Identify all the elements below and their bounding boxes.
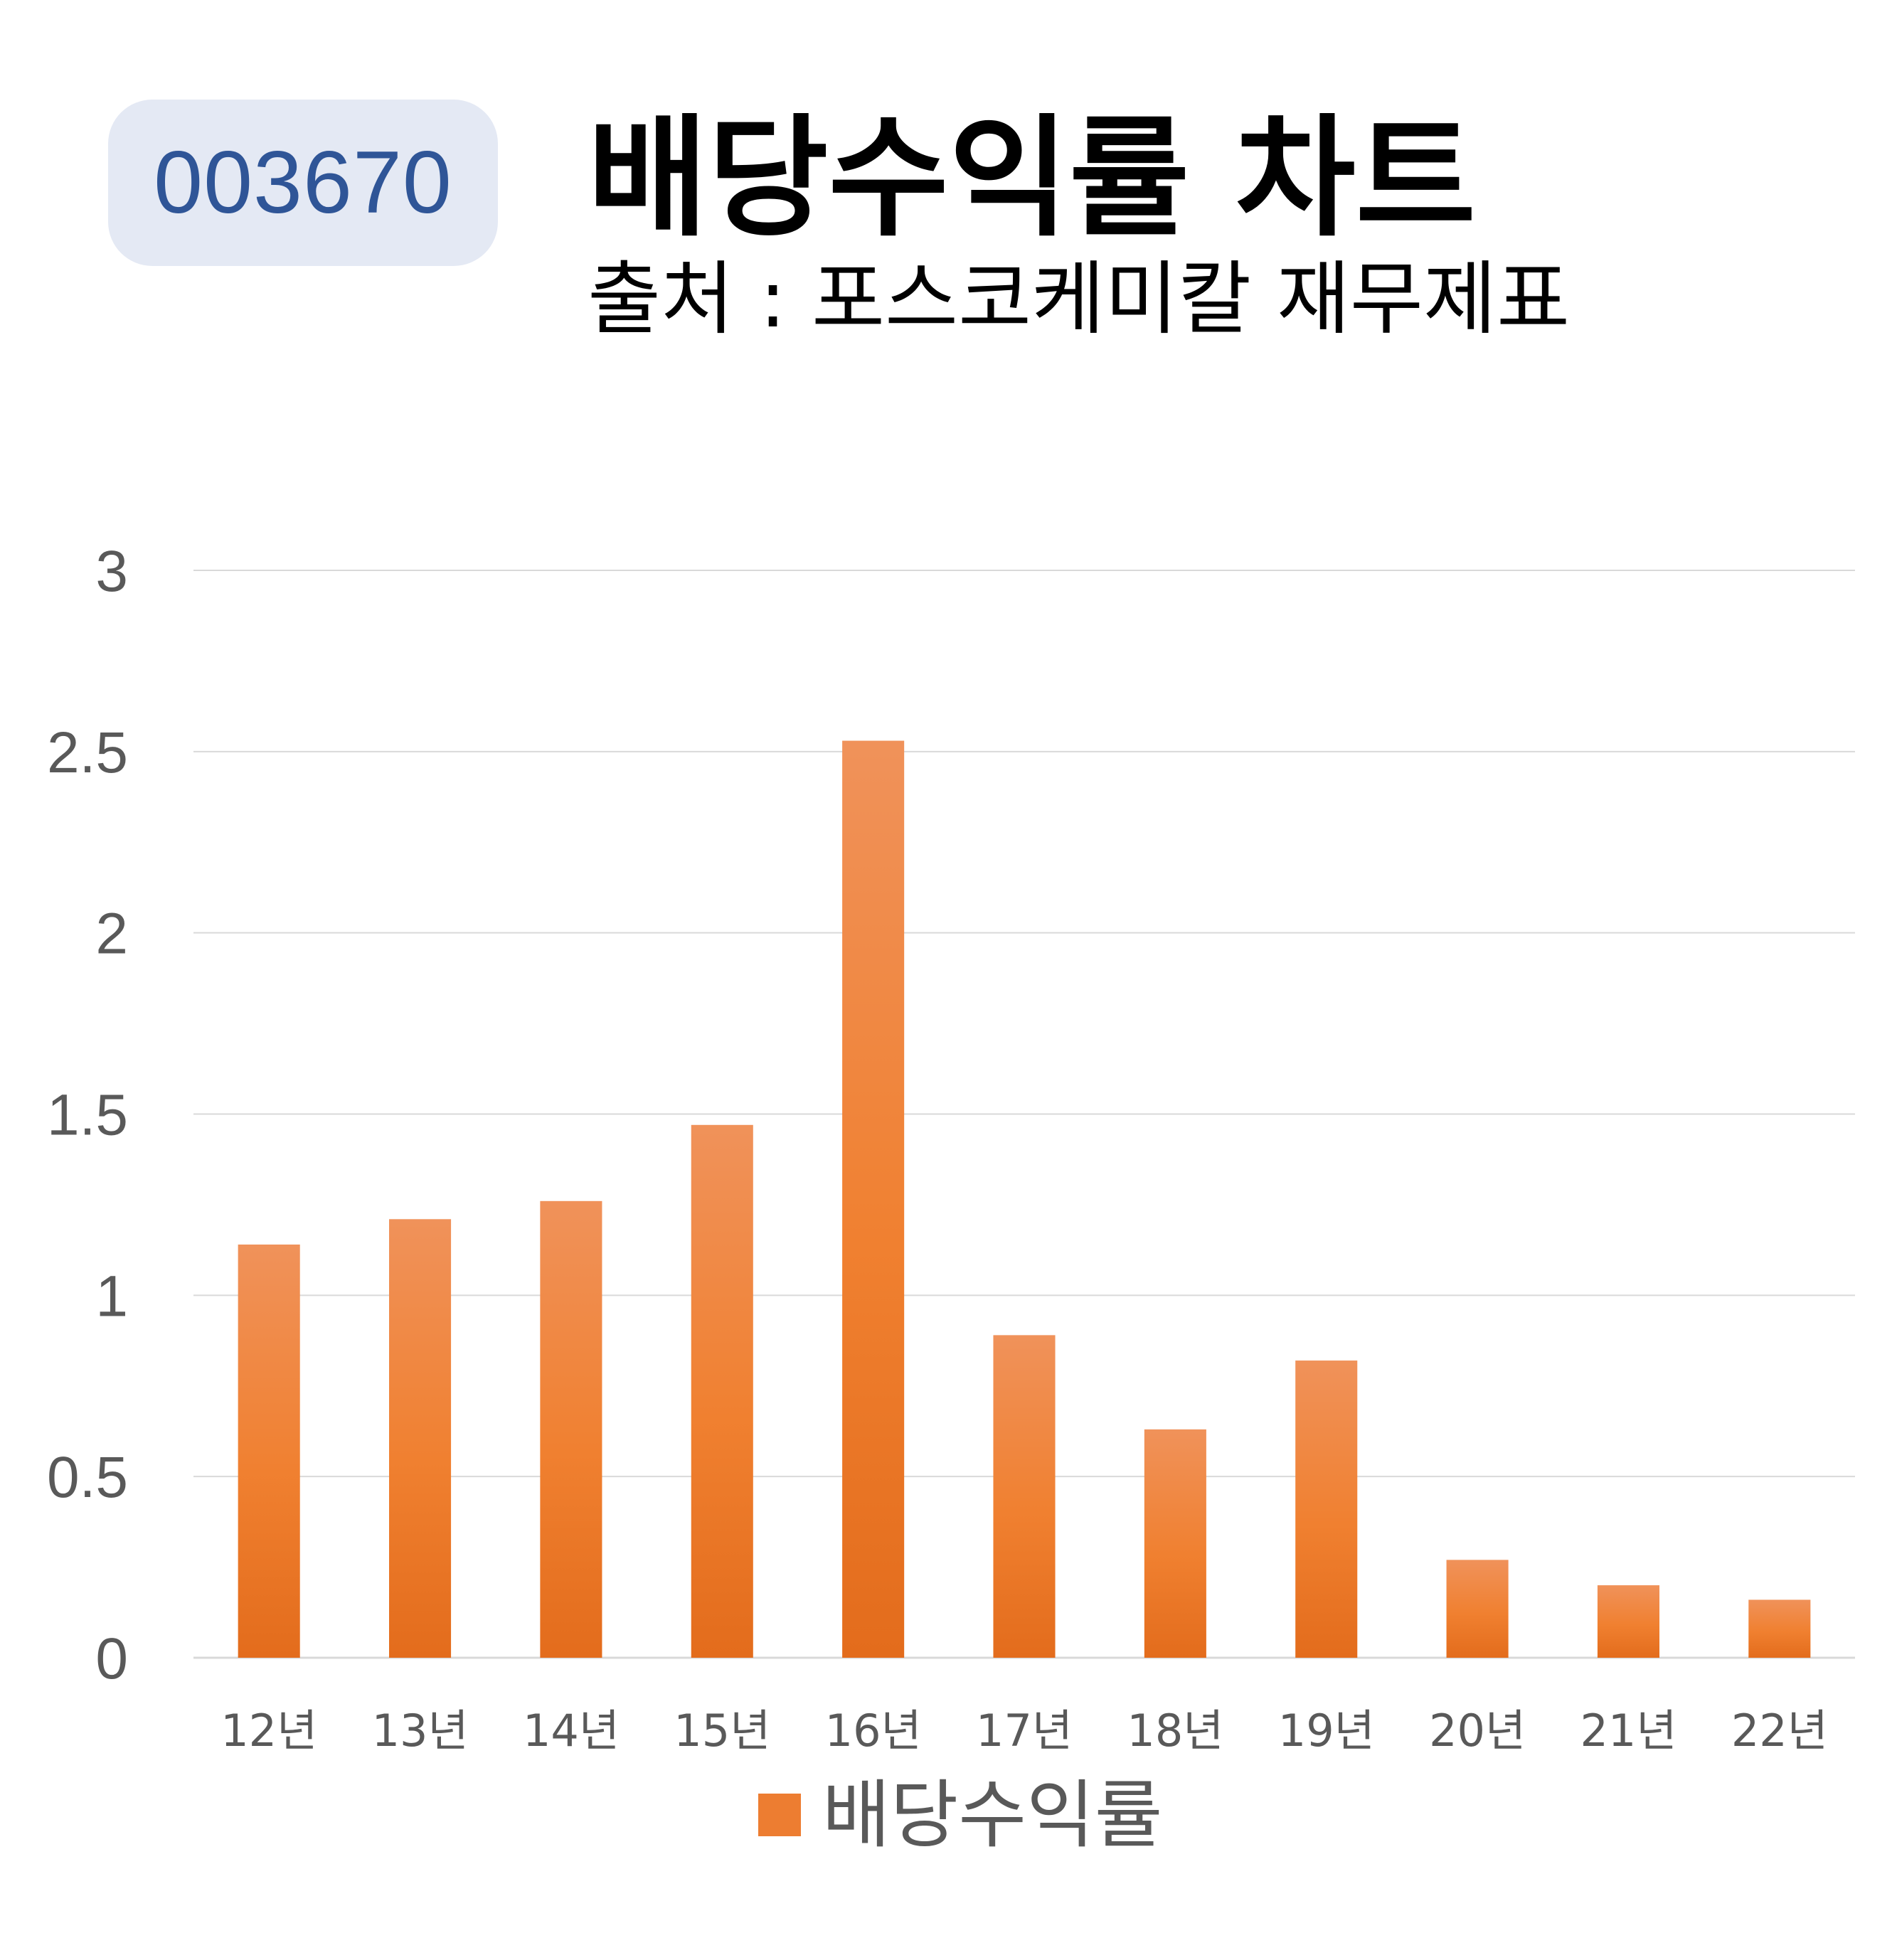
- bar: [540, 1200, 602, 1658]
- legend: 배당수익률: [758, 1778, 1162, 1852]
- legend-swatch: [758, 1794, 801, 1836]
- chart-subtitle: 출처 : 포스코케미칼 재무제표: [588, 253, 1571, 346]
- x-tick-label: 14년: [523, 1705, 620, 1757]
- y-axis-ticks: 0 0.5 1 1.5 2 2.5 3: [47, 539, 128, 1691]
- y-tick-label: 2.5: [47, 720, 128, 785]
- x-tick-label: 13년: [372, 1705, 469, 1757]
- y-tick-label: 1: [95, 1264, 128, 1328]
- bar: [238, 1244, 300, 1658]
- bar: [993, 1335, 1056, 1658]
- bar: [842, 740, 905, 1658]
- y-tick-label: 0: [95, 1626, 128, 1691]
- y-tick-label: 1.5: [47, 1083, 128, 1148]
- x-tick-label: 20년: [1429, 1705, 1526, 1757]
- bar: [389, 1219, 452, 1658]
- x-tick-label: 19년: [1278, 1705, 1375, 1757]
- x-tick-label: 22년: [1731, 1705, 1828, 1757]
- x-tick-label: 17년: [976, 1705, 1073, 1757]
- bar: [1295, 1360, 1358, 1658]
- y-tick-label: 3: [95, 539, 128, 604]
- stock-code: 003670: [154, 134, 452, 232]
- x-tick-label: 15년: [674, 1705, 770, 1757]
- y-tick-label: 2: [95, 902, 128, 966]
- bar: [1144, 1429, 1206, 1658]
- x-axis-ticks: 12년 13년 14년 15년 16년 17년 18년 19년 20년 21년 22년: [220, 1705, 1828, 1757]
- y-tick-label: 0.5: [47, 1445, 128, 1510]
- x-tick-label: 18년: [1127, 1705, 1223, 1757]
- x-tick-label: 21년: [1580, 1705, 1677, 1757]
- chart-title: 배당수익률 차트: [588, 102, 1477, 255]
- x-tick-label: 16년: [825, 1705, 922, 1757]
- x-tick-label: 12년: [220, 1705, 317, 1757]
- legend-label: 배당수익률: [822, 1772, 1163, 1858]
- bars: [238, 740, 1811, 1658]
- bar: [691, 1124, 753, 1658]
- bar: [1748, 1599, 1811, 1658]
- bar: [1597, 1585, 1659, 1658]
- bar: [1446, 1560, 1509, 1658]
- stock-code-badge: 003670: [108, 100, 498, 266]
